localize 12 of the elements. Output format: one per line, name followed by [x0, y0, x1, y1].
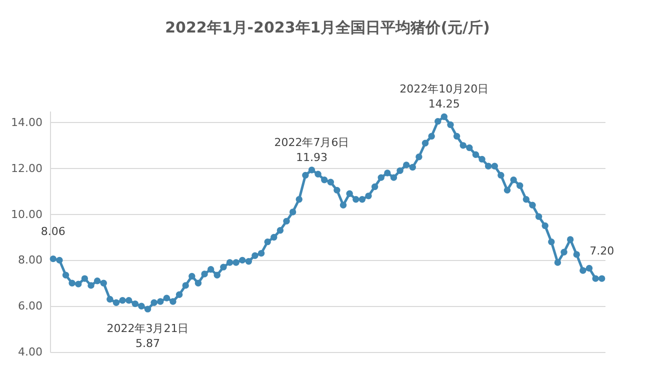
y-tick-label: 12.00 [11, 162, 42, 175]
data-label: 2022年7月6日 11.93 [274, 136, 350, 164]
y-tick-label: 6.00 [18, 300, 42, 313]
chart-title: 2022年1月-2023年1月全国日平均猪价(元/斤) [165, 18, 490, 37]
y-tick-label: 14.00 [11, 116, 42, 129]
y-tick-label: 10.00 [11, 208, 42, 221]
data-label: 2022年10月20日 14.25 [400, 82, 489, 111]
data-label: 7.20 [590, 244, 614, 258]
y-tick-label: 4.00 [18, 346, 42, 358]
data-label: 2022年3月21日 5.87 [106, 322, 189, 350]
data-label: 8.06 [40, 224, 66, 238]
y-tick-label: 8.00 [18, 254, 42, 267]
